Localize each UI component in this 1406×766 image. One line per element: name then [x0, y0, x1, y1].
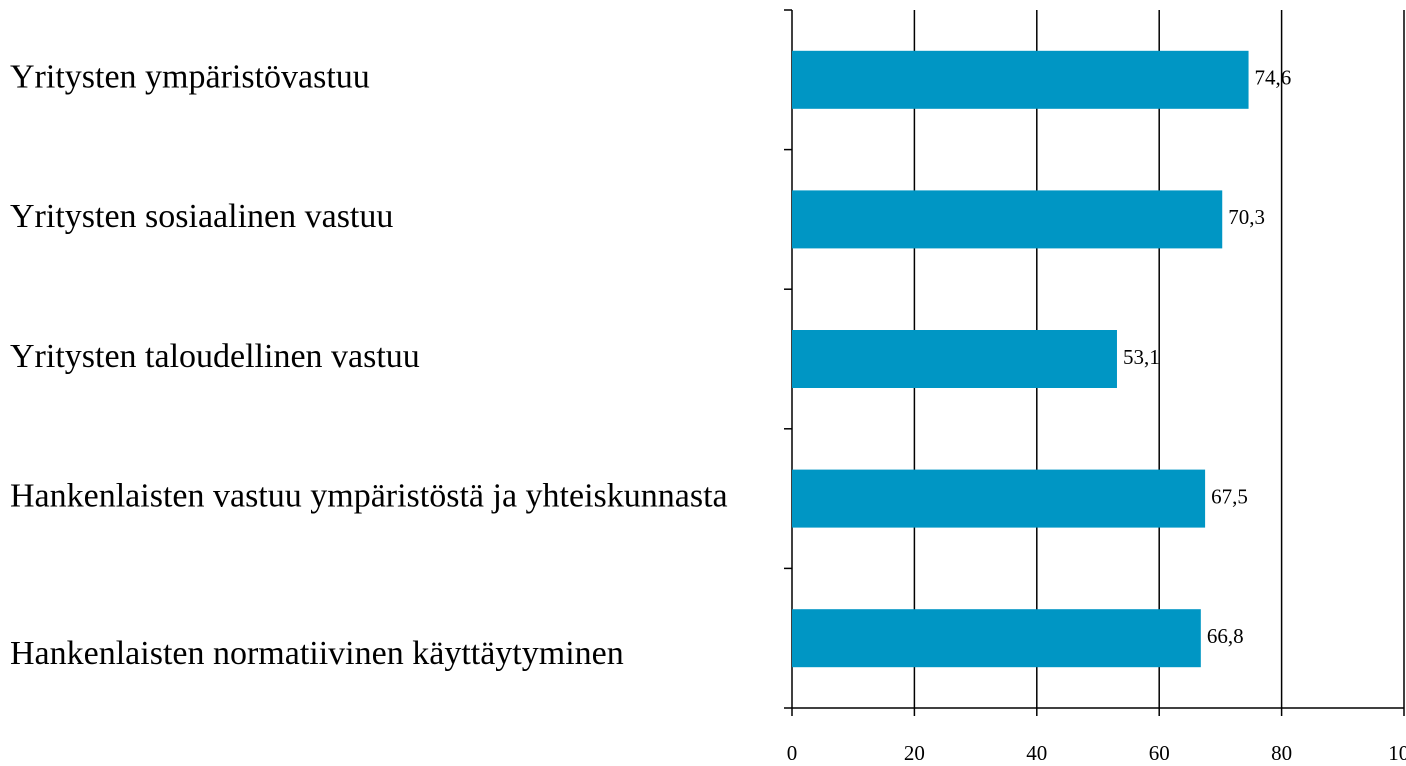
value-label: 66,8 — [1207, 624, 1244, 648]
x-tick-label: 0 — [787, 741, 798, 765]
y-tick-label: Yritysten sosiaalinen vastuu — [10, 198, 393, 235]
bar — [792, 190, 1223, 249]
y-tick-label: Hankenlaisten normatiivinen käyttäytymin… — [10, 635, 624, 672]
bar — [792, 609, 1201, 668]
value-label: 74,6 — [1255, 66, 1292, 90]
y-tick-label: Yritysten taloudellinen vastuu — [10, 338, 420, 375]
bar — [792, 50, 1249, 109]
y-tick-label: Yritysten ympäristövastuu — [10, 59, 370, 96]
y-tick-label: Hankenlaisten vastuu ympäristöstä ja yht… — [10, 477, 728, 514]
value-label: 67,5 — [1211, 484, 1248, 508]
x-tick-label: 100 — [1388, 741, 1406, 765]
value-label: 70,3 — [1228, 205, 1265, 229]
x-tick-label: 40 — [1026, 741, 1047, 765]
x-tick-label: 60 — [1149, 741, 1170, 765]
value-label: 53,1 — [1123, 345, 1160, 369]
bar — [792, 469, 1206, 528]
bar — [792, 330, 1117, 388]
x-tick-label: 80 — [1271, 741, 1292, 765]
x-tick-label: 20 — [904, 741, 925, 765]
